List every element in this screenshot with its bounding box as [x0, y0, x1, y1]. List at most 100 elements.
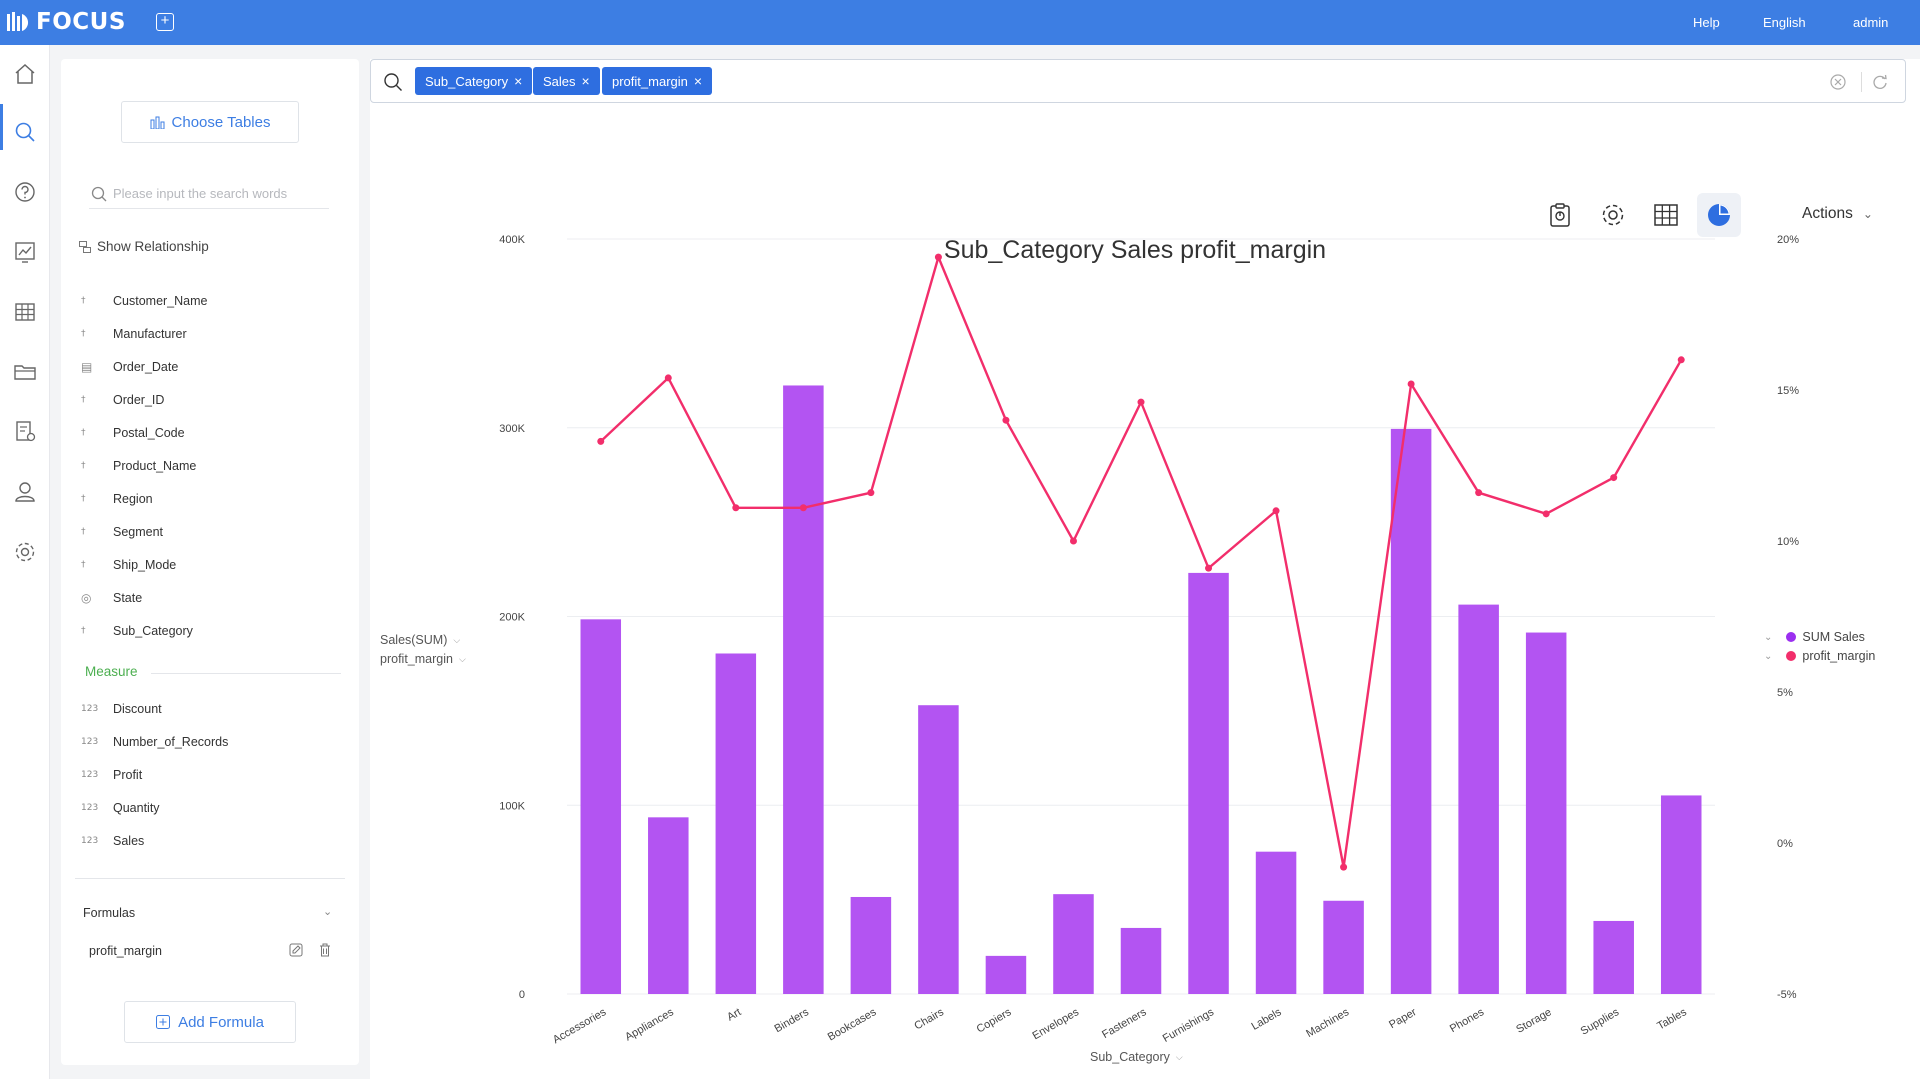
line-point [1542, 510, 1550, 518]
measure-field-label: Profit [113, 768, 143, 782]
bar [1390, 428, 1432, 994]
x-tick-label: Phones [1448, 1006, 1487, 1035]
dimension-field-label: Customer_Name [113, 294, 208, 308]
bar [1188, 572, 1229, 994]
language-select[interactable]: English [1763, 15, 1806, 30]
y2-tick-label: 15% [1777, 385, 1799, 397]
number-type-icon: 123 [81, 803, 99, 813]
legend-swatch-profit-margin [1786, 651, 1797, 661]
x-axis-selector[interactable]: Sub_Category ⌵ [1090, 1050, 1183, 1064]
dashboard-icon[interactable] [12, 239, 38, 265]
dimension-field[interactable]: † Segment [81, 525, 163, 539]
dimension-field[interactable]: † Ship_Mode [81, 558, 176, 572]
table-icon[interactable] [12, 299, 38, 325]
dimension-field[interactable]: † Customer_Name [81, 294, 207, 308]
measure-field[interactable]: 123 Discount [81, 702, 162, 716]
bar [918, 705, 959, 994]
user-icon[interactable] [12, 479, 38, 505]
clear-icon[interactable] [1829, 73, 1847, 91]
gear-icon[interactable] [1591, 193, 1635, 237]
profit-margin-line [599, 253, 1683, 868]
dimension-field[interactable]: † Product_Name [81, 459, 196, 473]
table-view-icon[interactable] [1644, 193, 1688, 237]
text-icon: † [81, 296, 86, 306]
home-icon[interactable] [12, 61, 38, 87]
dimension-field-label: Order_ID [113, 393, 165, 407]
line-point [1272, 507, 1280, 515]
active-indicator [0, 104, 3, 150]
measure-field[interactable]: 123 Quantity [81, 801, 160, 815]
bar [1458, 604, 1499, 994]
search-tag[interactable]: Sales × [533, 67, 600, 95]
close-icon[interactable]: × [514, 73, 523, 89]
number-type-icon: 123 [81, 737, 99, 747]
x-tick-label: Storage [1514, 1006, 1553, 1036]
line-point [1069, 537, 1077, 545]
report-settings-icon[interactable] [12, 419, 38, 445]
line-point [1407, 380, 1415, 388]
line-point [732, 504, 740, 512]
show-relationship-link[interactable]: Show Relationship [79, 239, 209, 254]
actions-dropdown[interactable]: Actions ⌄ [1802, 205, 1873, 223]
edit-icon[interactable] [289, 943, 303, 957]
show-relationship-label: Show Relationship [97, 239, 209, 254]
dimension-field[interactable]: † Region [81, 492, 153, 506]
question-icon[interactable] [12, 179, 38, 205]
folder-icon[interactable] [12, 359, 38, 385]
bar [985, 955, 1027, 994]
search-tag[interactable]: profit_margin × [602, 67, 713, 95]
search-icon[interactable] [12, 119, 38, 145]
search-icon [91, 186, 107, 201]
report-icon[interactable] [1538, 193, 1582, 237]
dimension-field[interactable]: ◎ State [81, 591, 142, 605]
x-tick-label: Envelopes [1030, 1006, 1081, 1042]
x-tick-label: Art [725, 1006, 743, 1023]
text-icon: † [81, 428, 86, 438]
plus-icon [156, 1015, 171, 1029]
dimension-field[interactable]: † Manufacturer [81, 327, 187, 341]
actions-label: Actions [1802, 205, 1853, 222]
measure-field-label: Discount [113, 702, 162, 716]
formula-item[interactable]: profit_margin [89, 944, 162, 958]
field-search-box[interactable]: Please input the search words [89, 179, 329, 209]
x-tick-label: Chairs [912, 1006, 946, 1033]
text-icon: † [81, 494, 86, 504]
choose-tables-button[interactable]: Choose Tables [121, 101, 299, 143]
help-link[interactable]: Help [1693, 15, 1720, 30]
formulas-divider [75, 878, 345, 879]
search-bar[interactable]: Sub_Category × Sales × profit_margin × [370, 59, 1906, 103]
dimension-field[interactable]: † Order_ID [81, 393, 164, 407]
refresh-icon[interactable] [1871, 73, 1889, 91]
bar [1525, 632, 1567, 994]
gear-icon[interactable] [12, 539, 38, 565]
trash-icon[interactable] [319, 943, 331, 957]
measure-field[interactable]: 123 Profit [81, 768, 142, 782]
calendar-icon: ▤ [81, 360, 93, 374]
measure-field[interactable]: 123 Number_of_Records [81, 735, 228, 749]
new-tab-button[interactable]: + [156, 13, 174, 31]
dimension-field[interactable]: † Postal_Code [81, 426, 185, 440]
dimension-field-label: Region [113, 492, 153, 506]
user-menu[interactable]: admin [1853, 15, 1889, 30]
pie-chart-icon[interactable] [1697, 193, 1741, 237]
close-icon[interactable]: × [693, 73, 703, 89]
search-tag[interactable]: Sub_Category × [415, 67, 533, 95]
dimension-field[interactable]: ▤ Order_Date [81, 360, 178, 374]
bar [850, 896, 892, 994]
focus-logo[interactable]: FOCUS [6, 9, 126, 35]
measure-field[interactable]: 123 Sales [81, 834, 144, 848]
legend-item-sales[interactable]: ⌄ SUM Sales [1764, 630, 1865, 644]
chevron-down-icon: ⌄ [1862, 207, 1873, 221]
y-axis-selector[interactable]: Sales(SUM) ⌵ [380, 633, 460, 647]
y-axis-label: Sales(SUM) [380, 633, 448, 647]
legend-item-profit-margin[interactable]: ⌄ profit_margin [1764, 649, 1875, 663]
number-type-icon: 123 [81, 836, 99, 846]
dimension-field[interactable]: † Sub_Category [81, 624, 193, 638]
chevron-down-icon[interactable]: ⌄ [323, 906, 333, 918]
dimension-field-label: State [113, 591, 143, 605]
add-formula-button[interactable]: Add Formula [124, 1001, 296, 1043]
text-icon: † [81, 626, 86, 636]
y2-axis-selector[interactable]: profit_margin ⌵ [380, 652, 466, 666]
table-chart-icon [150, 116, 165, 129]
close-icon[interactable]: × [581, 73, 590, 89]
